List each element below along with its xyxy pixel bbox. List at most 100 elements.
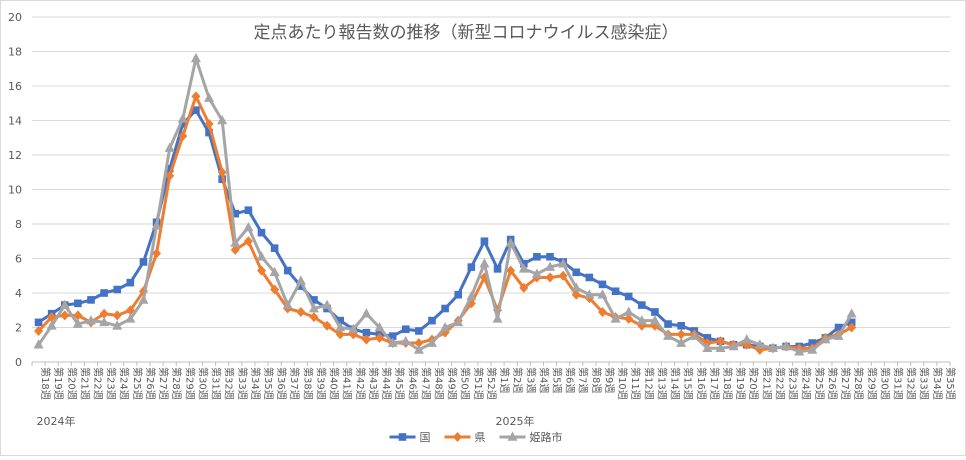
data-point bbox=[664, 320, 672, 328]
data-point bbox=[545, 261, 556, 271]
data-point bbox=[192, 106, 200, 114]
x-tick-label: 第24週 bbox=[800, 367, 813, 400]
data-point bbox=[598, 280, 607, 289]
y-tick-label: 6 bbox=[15, 253, 22, 266]
data-point bbox=[847, 322, 857, 333]
x-tick-label: 第14週 bbox=[669, 367, 682, 400]
data-point bbox=[531, 268, 542, 278]
data-point bbox=[638, 301, 646, 309]
year-label: 2025年 bbox=[496, 414, 535, 428]
data-point bbox=[415, 327, 423, 335]
y-tick-label: 8 bbox=[15, 218, 22, 231]
data-point bbox=[335, 329, 345, 340]
legend-marker bbox=[507, 431, 518, 441]
x-tick-label: 第33週 bbox=[236, 367, 249, 400]
data-point bbox=[493, 265, 502, 273]
data-point bbox=[676, 337, 687, 347]
data-point bbox=[413, 344, 424, 354]
x-tick-label: 第22週 bbox=[773, 367, 786, 400]
x-tick-label: 第7週 bbox=[577, 367, 590, 393]
data-point bbox=[623, 306, 634, 316]
data-point bbox=[204, 118, 214, 129]
data-point bbox=[597, 306, 607, 317]
data-point bbox=[558, 258, 569, 268]
data-point bbox=[716, 336, 725, 347]
data-point bbox=[126, 278, 135, 287]
data-point bbox=[33, 339, 44, 349]
data-point bbox=[453, 316, 464, 327]
data-point bbox=[322, 320, 332, 331]
data-point bbox=[846, 308, 857, 318]
data-point bbox=[466, 290, 477, 301]
data-point bbox=[794, 346, 805, 356]
x-tick-label: 第27週 bbox=[839, 367, 852, 400]
x-tick-label: 第52週 bbox=[485, 367, 498, 400]
x-tick-label: 第26週 bbox=[144, 367, 157, 400]
data-point bbox=[585, 273, 594, 282]
data-point bbox=[624, 313, 634, 324]
data-point bbox=[309, 312, 319, 323]
data-point bbox=[401, 325, 410, 334]
data-point bbox=[584, 289, 595, 299]
x-tick-label: 第44週 bbox=[380, 367, 393, 400]
data-point bbox=[728, 340, 739, 351]
data-point bbox=[388, 332, 397, 340]
data-point bbox=[164, 142, 175, 152]
data-point bbox=[336, 316, 344, 325]
data-point bbox=[243, 236, 253, 247]
data-point bbox=[611, 287, 620, 296]
x-tick-label: 第42週 bbox=[354, 367, 367, 400]
data-point bbox=[426, 337, 437, 347]
data-point bbox=[375, 332, 385, 343]
data-point bbox=[741, 334, 752, 344]
y-tick-label: 0 bbox=[15, 356, 22, 369]
data-point bbox=[440, 322, 451, 332]
series-lines bbox=[33, 52, 857, 356]
data-point bbox=[269, 266, 280, 277]
x-tick-label: 第22週 bbox=[92, 367, 105, 400]
legend: 国 県 姫路市 bbox=[389, 430, 563, 444]
x-tick-label: 第38週 bbox=[301, 367, 314, 400]
x-tick-label: 第30週 bbox=[878, 367, 891, 400]
gridlines bbox=[32, 16, 950, 363]
x-tick-label: 第8週 bbox=[590, 367, 603, 393]
data-point bbox=[322, 299, 333, 309]
x-tick-label: 第40週 bbox=[328, 367, 341, 400]
x-tick-label: 第26週 bbox=[826, 367, 839, 400]
series-3 bbox=[33, 52, 857, 356]
x-tick-label: 第29週 bbox=[865, 367, 878, 400]
data-point bbox=[72, 318, 83, 328]
data-point bbox=[270, 284, 280, 295]
data-point bbox=[125, 305, 135, 316]
x-tick-label: 第39週 bbox=[314, 367, 327, 400]
data-point bbox=[597, 289, 608, 299]
data-point bbox=[505, 237, 516, 247]
data-point bbox=[533, 252, 541, 261]
data-point bbox=[99, 308, 109, 319]
data-point bbox=[571, 289, 581, 300]
data-point bbox=[152, 248, 162, 259]
data-point bbox=[362, 328, 371, 337]
x-tick-label: 第3週 bbox=[524, 367, 537, 393]
data-point bbox=[244, 206, 253, 214]
x-tick-label: 第6週 bbox=[564, 367, 577, 393]
data-point bbox=[715, 342, 726, 352]
x-tick-label: 第20週 bbox=[65, 367, 78, 400]
data-point bbox=[151, 220, 162, 230]
data-point bbox=[86, 315, 97, 325]
x-tick-label: 第28週 bbox=[852, 367, 865, 400]
x-tick-label: 第4週 bbox=[537, 367, 550, 393]
data-point bbox=[190, 52, 201, 63]
data-point bbox=[243, 221, 254, 232]
x-tick-label: 第9週 bbox=[603, 367, 616, 393]
data-point bbox=[820, 334, 831, 344]
x-tick-label: 第21週 bbox=[78, 367, 91, 400]
data-point bbox=[256, 251, 267, 261]
x-tick-label: 第37週 bbox=[288, 367, 301, 400]
data-point bbox=[296, 306, 306, 317]
legend-entry: 県 bbox=[444, 431, 486, 444]
x-tick-label: 第13週 bbox=[655, 367, 668, 400]
data-point bbox=[217, 167, 227, 178]
x-tick-label: 第34週 bbox=[931, 367, 944, 400]
